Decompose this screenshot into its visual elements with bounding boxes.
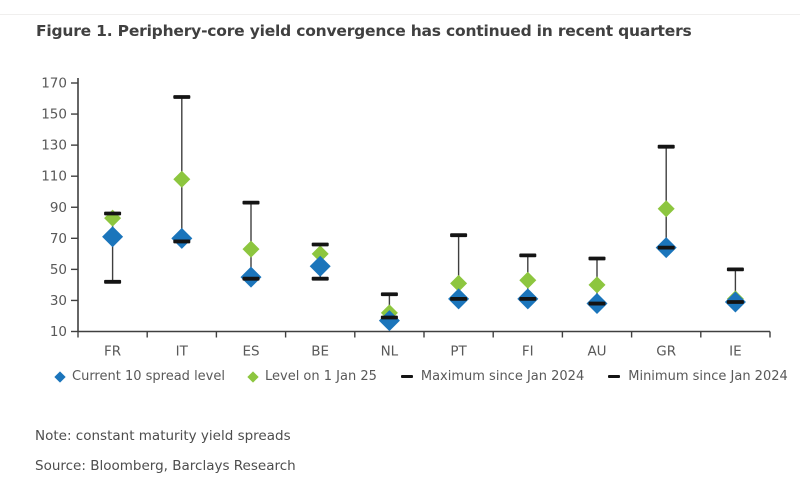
legend-item-3: Minimum since Jan 2024 <box>608 369 788 384</box>
y-tick-label: 50 <box>50 262 67 278</box>
legend-label: Current 10 spread level <box>72 369 225 384</box>
marker-group-BE <box>309 242 331 281</box>
category-label-FR: FR <box>104 344 121 360</box>
max-dash-marker <box>726 267 744 272</box>
max-dash-marker <box>657 144 675 149</box>
chart-legend: Current 10 spread level Level on 1 Jan 25… <box>54 369 788 384</box>
min-dash-marker <box>173 239 191 244</box>
legend-label: Maximum since Jan 2024 <box>420 369 585 384</box>
max-dash-marker <box>104 211 122 216</box>
max-dash-marker <box>450 233 468 238</box>
current-diamond-marker <box>102 226 124 248</box>
min-dash-marker <box>380 315 398 320</box>
marker-group-IT <box>171 95 193 249</box>
min-dash-marker <box>242 276 260 281</box>
min-dash-marker <box>104 279 122 284</box>
current-diamond-marker <box>378 310 400 332</box>
category-label-ES: ES <box>242 344 259 360</box>
marker-group-PT <box>448 233 470 310</box>
max-dash-marker <box>519 253 537 258</box>
jan25-diamond-marker <box>657 200 675 218</box>
marker-group-ES <box>240 200 262 288</box>
jan25-diamond-marker <box>450 274 468 292</box>
max-dash-marker <box>242 200 260 205</box>
max-dash-marker <box>311 242 329 247</box>
max-dash-marker <box>380 292 398 297</box>
source-text: Source: Bloomberg, Barclays Research <box>35 458 296 474</box>
marker-group-AU <box>586 256 608 315</box>
marker-group-FR <box>102 209 124 284</box>
jan25-diamond-marker <box>311 245 329 263</box>
current-diamond-marker <box>171 227 193 249</box>
marker-group-IE <box>724 267 746 313</box>
y-tick-label: 90 <box>50 200 67 216</box>
legend-label: Level on 1 Jan 25 <box>264 369 377 384</box>
category-label-AU: AU <box>587 344 606 360</box>
y-tick-label: 170 <box>41 76 67 92</box>
y-tick-label: 10 <box>50 324 67 340</box>
chart-title: Figure 1. Periphery-core yield convergen… <box>36 22 692 40</box>
marker-group-NL <box>378 292 400 332</box>
y-tick-label: 110 <box>41 169 67 185</box>
y-tick-label: 30 <box>50 293 67 309</box>
legend-label: Minimum since Jan 2024 <box>628 369 788 384</box>
category-label-GR: GR <box>656 344 676 360</box>
min-dash-marker <box>657 245 675 250</box>
dash-marker-icon <box>400 374 413 379</box>
current-diamond-marker <box>309 255 331 277</box>
top-divider <box>0 14 800 15</box>
min-dash-marker <box>450 296 468 301</box>
category-label-IT: IT <box>176 344 189 360</box>
category-label-FI: FI <box>522 344 534 360</box>
dash-marker-icon <box>608 374 621 379</box>
min-dash-marker <box>726 300 744 304</box>
category-label-BE: BE <box>311 344 329 360</box>
marker-group-GR <box>655 144 677 259</box>
jan25-diamond-marker <box>588 276 606 294</box>
note-text: Note: constant maturity yield spreads <box>35 428 291 444</box>
spread-range-chart: 10 30 50 70 90 110 130 150 170 FR IT ES BE NL PT FI AU GR… <box>41 76 771 360</box>
jan25-diamond-marker <box>173 170 191 188</box>
marker-group-FI <box>517 253 539 310</box>
legend-item-1: Level on 1 Jan 25 <box>247 369 377 384</box>
min-dash-marker <box>588 301 606 306</box>
y-tick-label: 130 <box>41 138 67 154</box>
min-dash-marker <box>311 276 329 281</box>
legend-item-0: Current 10 spread level <box>54 369 225 384</box>
y-tick-label: 150 <box>41 107 67 123</box>
diamond-marker-icon <box>54 370 66 383</box>
max-dash-marker <box>588 256 606 261</box>
category-label-PT: PT <box>450 344 467 360</box>
min-dash-marker <box>519 296 537 301</box>
legend-item-2: Maximum since Jan 2024 <box>400 369 585 384</box>
category-label-IE: IE <box>729 344 742 360</box>
category-label-NL: NL <box>381 344 399 360</box>
diamond-marker-icon <box>247 370 259 383</box>
jan25-diamond-marker <box>519 271 537 289</box>
jan25-diamond-marker <box>242 240 260 258</box>
y-tick-label: 70 <box>50 231 67 247</box>
max-dash-marker <box>173 95 191 99</box>
